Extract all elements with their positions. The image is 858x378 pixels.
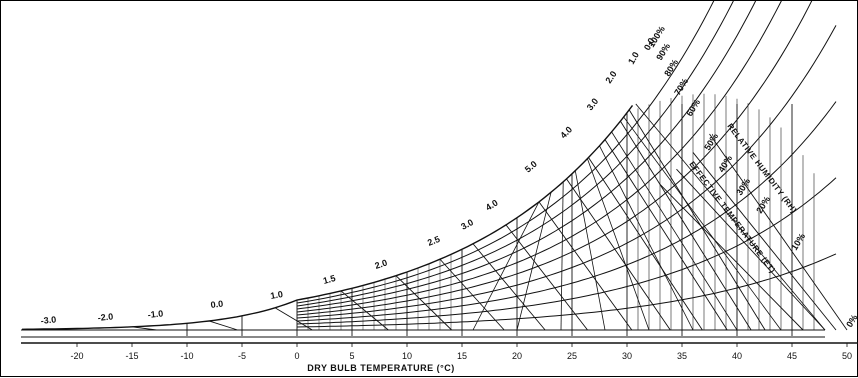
vapour-curve-label: 1.0 <box>626 50 641 66</box>
x-tick-label: 50 <box>842 351 852 361</box>
x-tick-label: 15 <box>457 351 467 361</box>
chart-labels: -20 -15 -10 -5 0 5 10 15 20 25 30 35 40 45 50 -3.0 -2.0 -… <box>40 24 858 361</box>
vapour-line <box>131 326 157 331</box>
vapour-line <box>604 139 728 331</box>
vapour-curve-label: 3.0 <box>459 217 475 232</box>
x-tick-label: -10 <box>180 351 193 361</box>
fan-line <box>574 170 606 331</box>
vapour-line <box>588 157 703 331</box>
x-tick-label: 25 <box>567 351 577 361</box>
x-tick-label: 45 <box>787 351 797 361</box>
fan-line <box>611 131 738 331</box>
rh-curve-90 <box>296 1 715 304</box>
fan-line <box>516 192 552 331</box>
rh-curve-40 <box>296 25 837 319</box>
effective-temp-line <box>692 152 837 331</box>
rh-label: 20% <box>754 194 772 215</box>
rh-label: 50% <box>702 131 720 152</box>
rh-label: 60% <box>684 97 702 118</box>
x-tick-label: 10 <box>402 351 412 361</box>
rh-curve-10 <box>296 253 837 328</box>
fan-line <box>472 201 540 331</box>
vapour-line <box>472 243 546 331</box>
fan-line <box>587 158 650 331</box>
vapour-line <box>439 258 505 331</box>
vapour-curve-label: 4.0 <box>484 198 500 213</box>
vapour-curve-label: 2.0 <box>374 258 389 271</box>
vapour-line <box>566 178 671 331</box>
vapour-curve-label: 1.0 <box>270 289 284 301</box>
effective-temp-line <box>676 168 826 331</box>
vapour-line <box>538 201 633 331</box>
vapour-curve-label: -2.0 <box>97 311 113 323</box>
vapour-curve-label: -1.0 <box>147 308 163 320</box>
saturation-curve <box>21 104 634 330</box>
effective-temp-line <box>659 184 804 331</box>
vapour-line <box>274 307 313 331</box>
vapour-line <box>620 120 752 331</box>
x-axis-label: DRY BULB TEMPERATURE (°C) <box>307 363 454 373</box>
rh-curve-80 <box>296 1 734 307</box>
x-tick-label: 35 <box>677 351 687 361</box>
x-tick-label: -20 <box>70 351 83 361</box>
fan-line <box>560 181 564 331</box>
rh-curve-50 <box>296 1 813 316</box>
x-tick-label: 40 <box>732 351 742 361</box>
fan-line <box>635 103 826 331</box>
vapour-curve-label: 4.0 <box>558 124 574 140</box>
x-tick-label: -15 <box>125 351 138 361</box>
vapour-curve-label: 1.5 <box>322 273 337 286</box>
x-tick-label: 5 <box>349 351 354 361</box>
fan-line <box>599 145 694 331</box>
vapour-curve-label: 5.0 <box>523 159 539 175</box>
vapour-curve-label: 2.5 <box>426 234 441 248</box>
rh-label: 80% <box>662 57 680 78</box>
rh-curve-30 <box>296 101 837 322</box>
effective-temp-line <box>709 133 848 331</box>
vapour-line <box>628 109 766 331</box>
fan-line <box>623 116 782 331</box>
x-tick-label: -5 <box>238 351 246 361</box>
vapour-line <box>54 328 78 331</box>
chart-lines <box>21 1 858 347</box>
vapour-curve-label: 0.0 <box>210 299 224 310</box>
x-tick-label: 20 <box>512 351 522 361</box>
rh-label: 40% <box>716 153 734 174</box>
vapour-curve-label: 2.0 <box>603 69 618 85</box>
vapour-line <box>505 224 588 331</box>
rh-curve-20 <box>296 177 837 325</box>
rh-curve-70 <box>296 1 757 310</box>
vapour-curve-label: -3.0 <box>40 314 56 326</box>
x-tick-label: 0 <box>294 351 299 361</box>
vapour-line <box>395 275 452 331</box>
vapour-line <box>208 320 238 331</box>
x-tick-label: 30 <box>622 351 632 361</box>
vapour-curve-label: 3.0 <box>585 96 601 112</box>
vapour-line <box>340 290 389 331</box>
rh-label: 0% <box>844 313 858 329</box>
